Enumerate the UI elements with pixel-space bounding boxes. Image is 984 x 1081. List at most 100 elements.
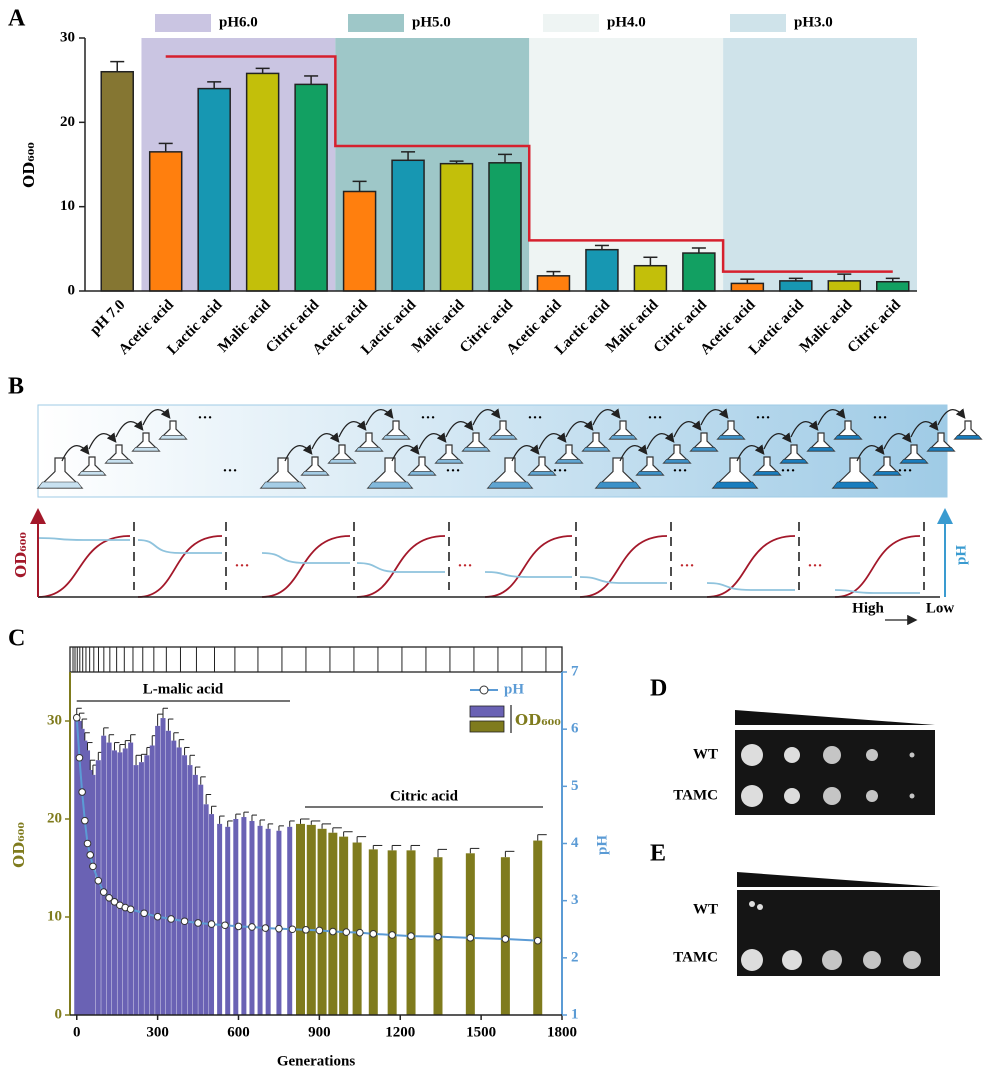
transfer-arrow — [365, 408, 394, 426]
flask-liquid — [832, 481, 878, 489]
flask-liquid — [663, 459, 691, 464]
y-tick-label: 30 — [47, 712, 62, 728]
flask-liquid — [367, 481, 413, 489]
transfer-arrow — [817, 408, 846, 426]
legend-swatch — [543, 14, 599, 32]
colony-spot — [741, 744, 763, 766]
annotation: Citric acid — [390, 788, 459, 804]
ph-point — [99, 888, 108, 896]
bar — [111, 750, 117, 1015]
ph-curve — [37, 537, 130, 541]
bar — [339, 836, 349, 1015]
y-axis-label: OD₆₀₀ — [20, 142, 38, 188]
transfer-arrow — [511, 444, 540, 462]
ph-point — [302, 926, 310, 934]
flask-liquid — [717, 435, 745, 440]
transfer-arrow — [472, 408, 501, 426]
panel-label: D — [650, 676, 667, 702]
y-tick-label: 0 — [55, 1006, 63, 1022]
y2-tick-label: 6 — [571, 721, 579, 737]
ph-point — [369, 930, 378, 938]
ph-curve — [261, 552, 350, 564]
ellipsis: … — [648, 406, 663, 422]
flask-liquid — [487, 481, 533, 489]
growth-curve — [484, 535, 573, 598]
x-tick-label: pH 7.0 — [87, 297, 128, 338]
flask-liquid — [37, 481, 83, 489]
flask-liquid — [382, 435, 410, 440]
legend-label: pH5.0 — [412, 14, 451, 30]
ph-point — [94, 876, 103, 885]
bar — [209, 814, 215, 1015]
row-label: WT — [693, 746, 718, 762]
ph-curve — [579, 576, 667, 584]
transfer-arrow — [736, 444, 765, 462]
ellipsis: … — [235, 554, 250, 570]
bar — [533, 840, 543, 1015]
colony-spot — [741, 949, 763, 971]
bar — [536, 275, 571, 292]
ellipsis: … — [873, 406, 888, 422]
flask-liquid — [690, 447, 718, 452]
flask-liquid — [609, 435, 637, 440]
ellipsis: … — [808, 554, 823, 570]
y2-tick-label: 7 — [571, 663, 579, 679]
y2-tick-label: 2 — [571, 949, 579, 965]
ph-point — [89, 862, 97, 871]
ph-point — [72, 713, 81, 722]
panel-label: E — [650, 841, 666, 867]
growth-curve — [834, 535, 921, 598]
x-tick-label: 300 — [146, 1024, 169, 1040]
colony-spot — [909, 752, 915, 758]
ellipsis: … — [528, 406, 543, 422]
growth-curve — [356, 535, 446, 598]
flask-liquid — [132, 447, 160, 452]
ph-curve — [834, 589, 920, 594]
bar — [306, 824, 316, 1015]
ph-point — [315, 926, 324, 935]
ph-point — [248, 923, 256, 931]
ph-point — [329, 927, 337, 936]
colony-spot — [782, 950, 802, 970]
bar — [294, 83, 328, 292]
flask-liquid — [301, 471, 329, 476]
transfer-arrow — [937, 408, 966, 426]
y2-axis-label: pH — [594, 835, 610, 855]
transfer-arrow — [763, 432, 792, 450]
ph-point — [81, 816, 89, 825]
transfer-arrow — [592, 408, 621, 426]
colony-spot — [903, 951, 921, 969]
colony-spot — [741, 785, 763, 807]
x-tick-label: 1800 — [547, 1024, 577, 1040]
y-tick-label: 10 — [60, 198, 75, 214]
ph-point — [78, 788, 86, 796]
ph-point — [434, 932, 442, 941]
y2-tick-label: 5 — [571, 778, 579, 794]
transfer-arrow — [673, 420, 702, 438]
bar — [633, 264, 668, 292]
colony-spot — [784, 788, 800, 804]
bar — [133, 765, 139, 1015]
legend-label: pH3.0 — [794, 14, 833, 30]
ph-point — [407, 932, 415, 940]
ph-point — [533, 936, 542, 945]
flask-liquid — [435, 459, 463, 464]
legend-label: pH6.0 — [219, 14, 258, 30]
y-tick-label: 20 — [60, 114, 75, 130]
bar — [128, 742, 134, 1015]
x-tick-label: 1500 — [466, 1024, 496, 1040]
bar — [155, 725, 161, 1015]
ph-curve — [706, 582, 795, 591]
ph-point — [388, 931, 396, 939]
legend-swatch — [730, 14, 786, 32]
legend-swatch — [469, 720, 505, 733]
flask-liquid — [927, 447, 955, 452]
colony-spot — [784, 747, 800, 763]
bar — [352, 842, 362, 1015]
flask-liquid — [555, 459, 583, 464]
flask-liquid — [595, 481, 641, 489]
ph-curve — [356, 562, 445, 573]
ph-point — [167, 915, 175, 923]
colony-spot — [866, 749, 878, 761]
flask-liquid — [328, 459, 356, 464]
